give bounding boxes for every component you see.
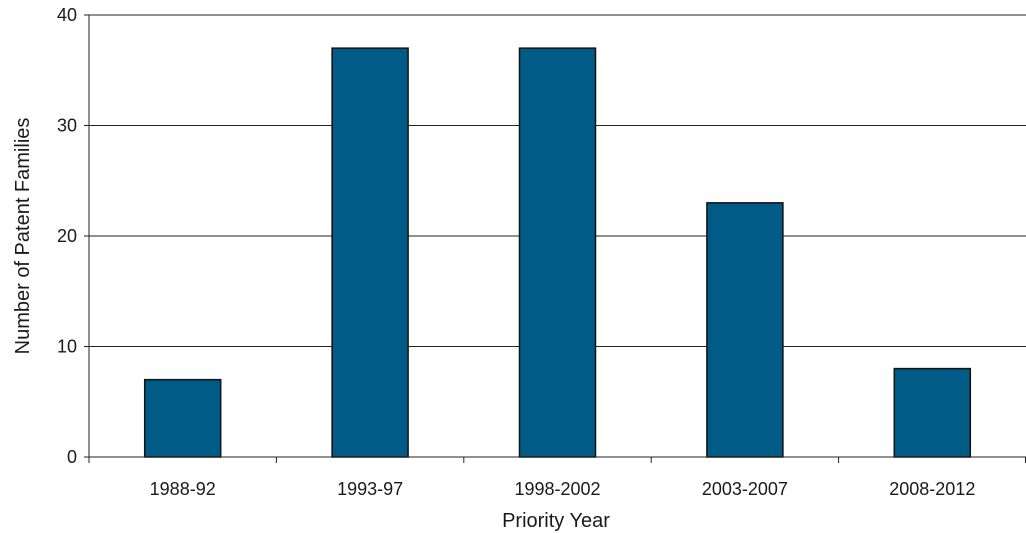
y-tick-labels: 0 10 20 30 40 xyxy=(57,5,77,467)
y-tick-label: 10 xyxy=(57,337,77,357)
y-tick-label: 30 xyxy=(57,116,77,136)
bar-1988-92 xyxy=(143,378,222,458)
bar-2008-2012 xyxy=(893,367,972,458)
y-tick-label: 20 xyxy=(57,226,77,246)
x-tick-label: 1998-2002 xyxy=(514,479,600,499)
axes xyxy=(84,14,1026,463)
bar-1993-97 xyxy=(331,47,409,458)
x-tick-labels: 1988-92 1993-97 1998-2002 2003-2007 2008-201… xyxy=(150,479,976,499)
x-axis-title: Priority Year xyxy=(502,510,610,532)
bar-1998-2002 xyxy=(518,47,597,458)
x-tick-label: 2003-2007 xyxy=(702,479,788,499)
x-tick-label: 1988-92 xyxy=(150,479,216,499)
bars xyxy=(143,47,972,458)
y-tick-label: 0 xyxy=(67,447,77,467)
bar-2003-2007 xyxy=(706,202,784,458)
x-tick-label: 2008-2012 xyxy=(889,479,975,499)
y-tick-label: 40 xyxy=(57,5,77,25)
x-tick-label: 1993-97 xyxy=(337,479,403,499)
y-axis-title: Number of Patent Families xyxy=(12,118,34,355)
